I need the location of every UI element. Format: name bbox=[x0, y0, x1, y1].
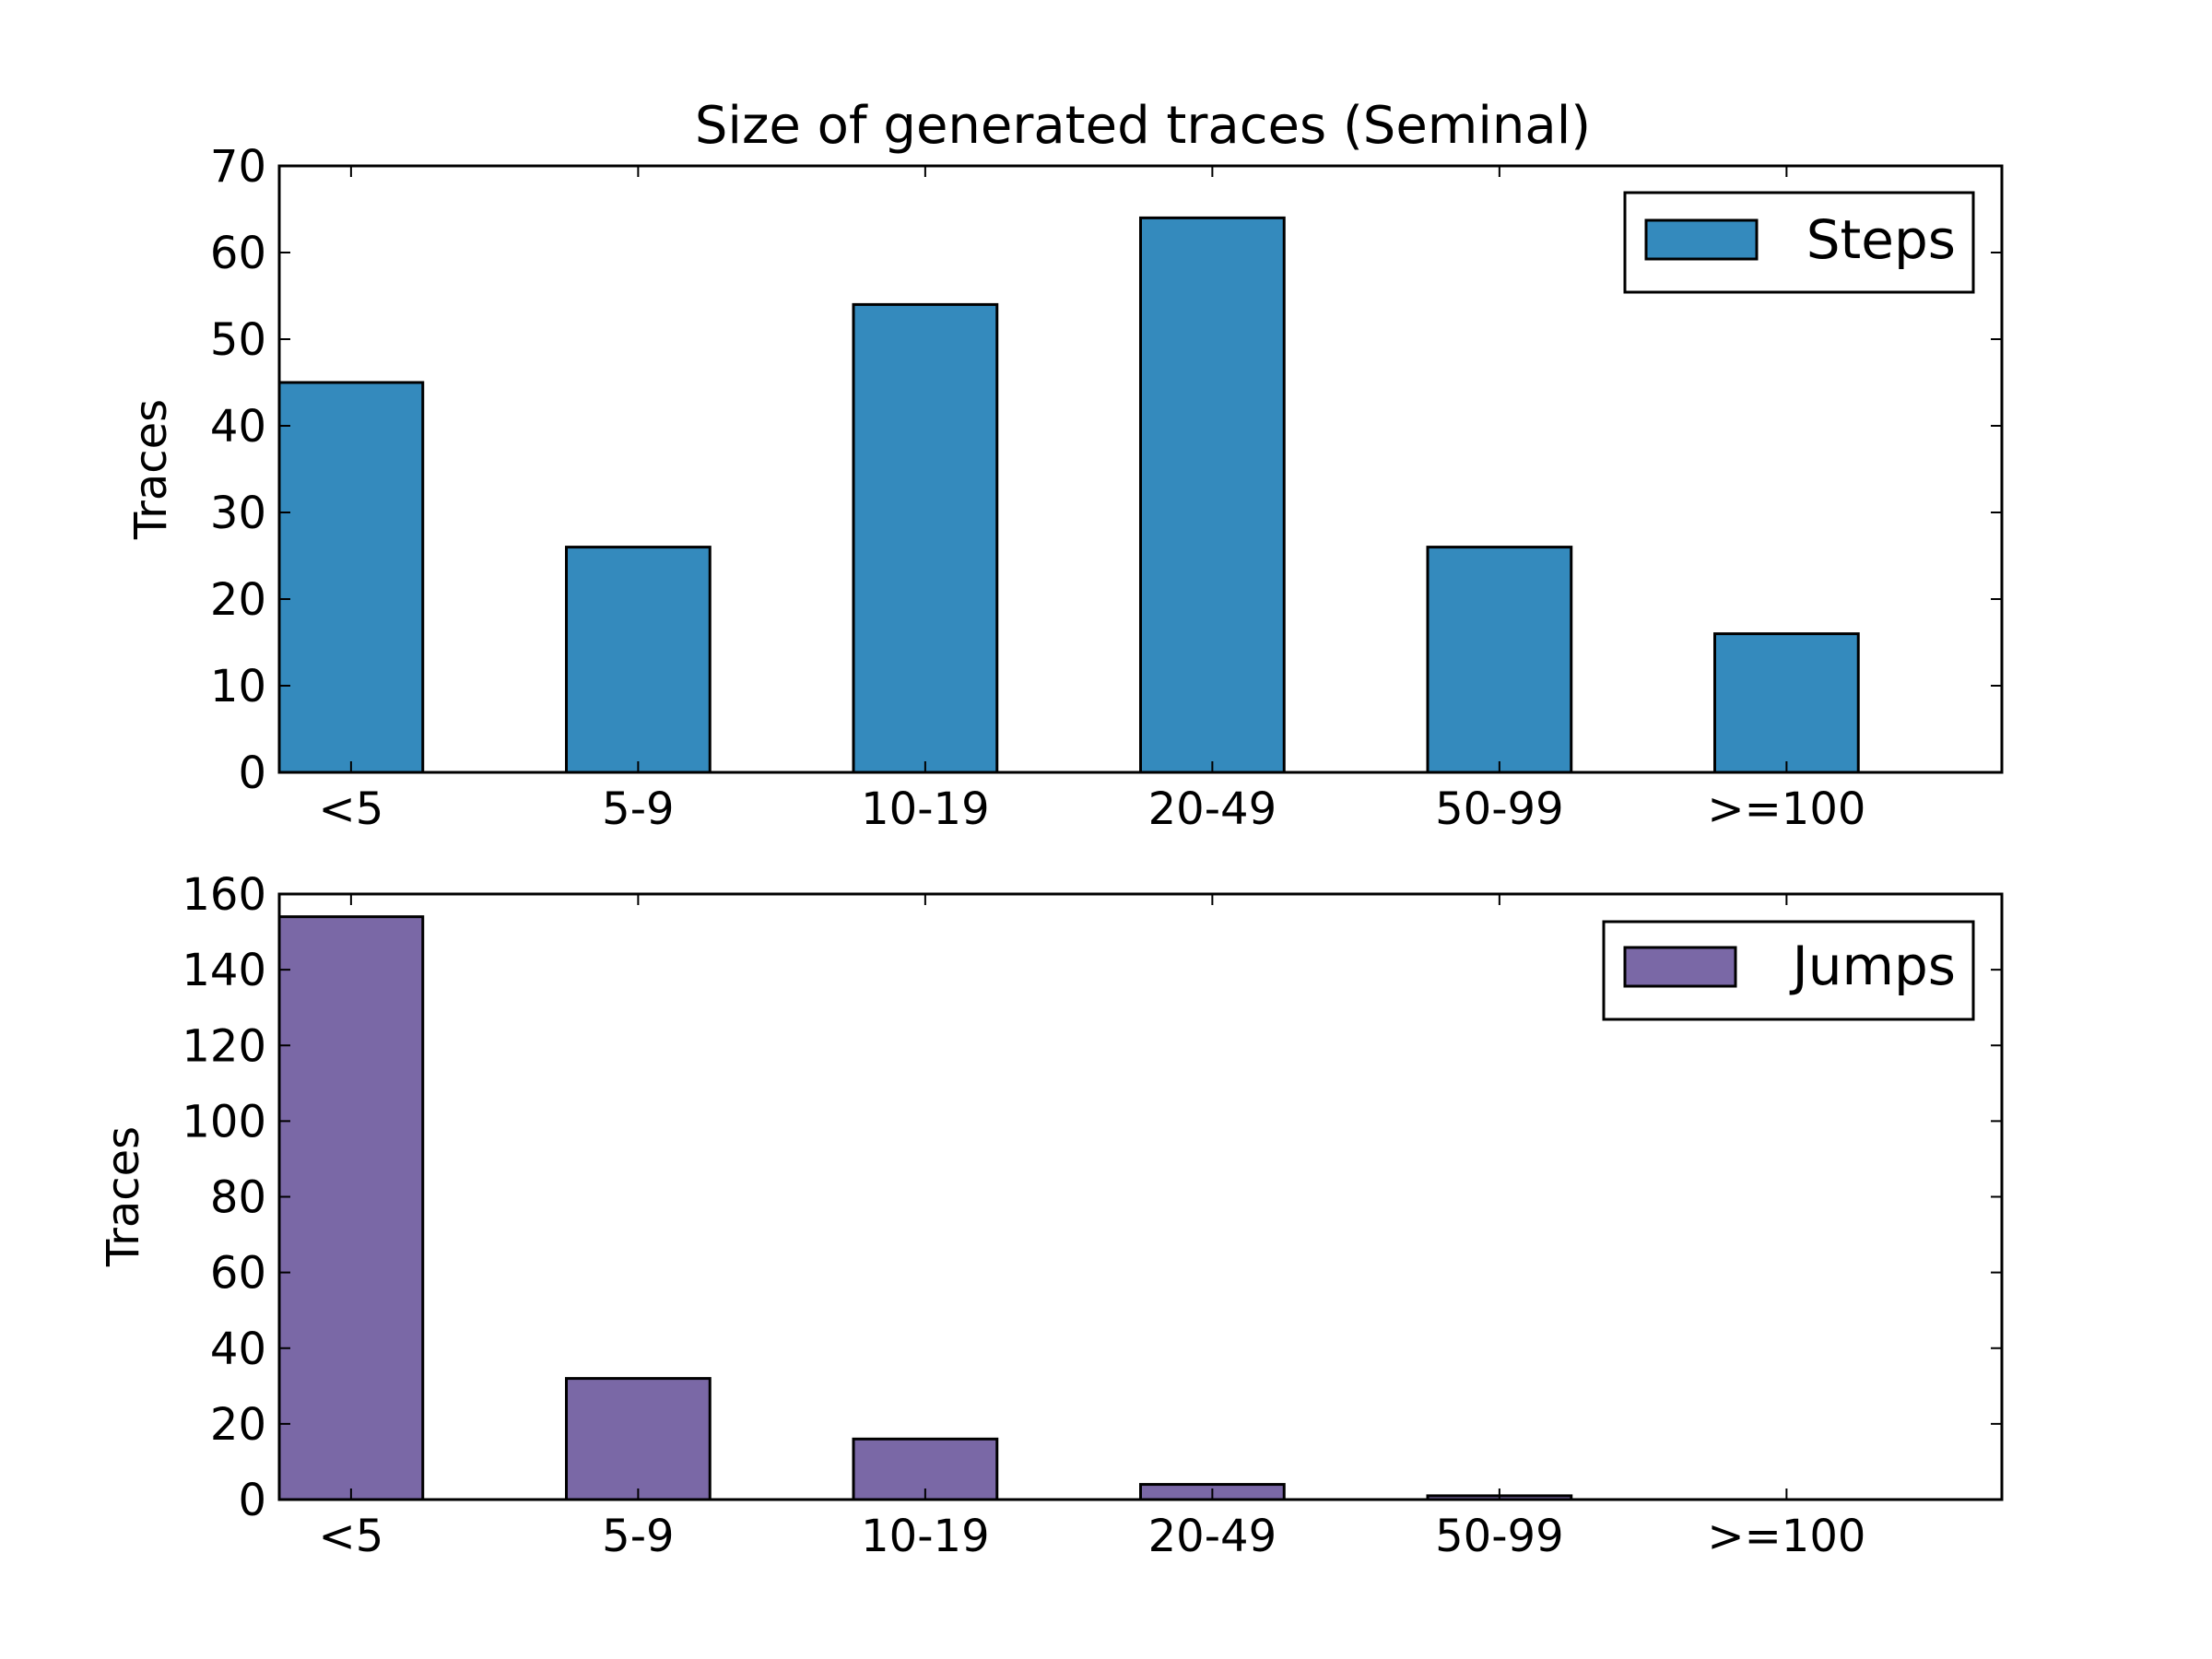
jumps-legend-label: Jumps bbox=[1790, 935, 1956, 997]
x-tick-label: 50-99 bbox=[1435, 1511, 1563, 1562]
jumps-bar bbox=[277, 915, 425, 1501]
jumps-bars bbox=[277, 915, 1573, 1501]
y-tick-label: 60 bbox=[210, 228, 266, 279]
jumps-x-ticks: <5 5-9 10-19 20-49 50-99 >=100 bbox=[318, 894, 1865, 1562]
y-tick-label: 10 bbox=[210, 661, 266, 712]
y-tick-label: 70 bbox=[210, 141, 266, 193]
y-tick-label: 20 bbox=[210, 574, 266, 626]
x-tick-label: 5-9 bbox=[602, 783, 674, 835]
steps-bar bbox=[277, 381, 425, 774]
steps-legend: Steps bbox=[1623, 191, 1975, 294]
jumps-y-ticks: 0 20 40 60 80 100 120 140 160 bbox=[182, 869, 2002, 1526]
steps-bar bbox=[1426, 546, 1573, 774]
jumps-y-axis-label: Traces bbox=[98, 1126, 149, 1267]
y-tick-label: 20 bbox=[210, 1399, 266, 1451]
x-tick-label: 10-19 bbox=[861, 783, 989, 835]
x-tick-label: 50-99 bbox=[1435, 783, 1563, 835]
y-tick-label: 140 bbox=[182, 945, 266, 996]
y-tick-label: 40 bbox=[210, 1324, 266, 1375]
steps-x-ticks: <5 5-9 10-19 20-49 50-99 >=100 bbox=[318, 166, 1865, 835]
jumps-bar bbox=[565, 1377, 712, 1501]
steps-y-ticks: 0 10 20 30 40 50 60 70 bbox=[210, 141, 2002, 799]
x-tick-label: 20-49 bbox=[1148, 1511, 1277, 1562]
y-tick-label: 0 bbox=[238, 1475, 266, 1526]
jumps-chart-panel: 0 20 40 60 80 100 120 140 160 <5 5-9 10-19 20-49 50-… bbox=[98, 869, 2004, 1562]
jumps-legend: Jumps bbox=[1602, 920, 1975, 1021]
steps-chart-panel: 0 10 20 30 40 50 60 70 <5 5-9 10-19 20-49 50-99 >=10… bbox=[125, 141, 2004, 835]
y-tick-label: 50 bbox=[210, 314, 266, 366]
steps-y-axis-label: Traces bbox=[125, 399, 177, 540]
y-tick-label: 40 bbox=[210, 401, 266, 453]
jumps-plot-frame bbox=[277, 892, 2004, 1501]
x-tick-label: >=100 bbox=[1707, 1511, 1865, 1562]
y-tick-label: 120 bbox=[182, 1020, 266, 1072]
steps-bar bbox=[565, 546, 712, 774]
y-tick-label: 0 bbox=[238, 747, 266, 799]
steps-legend-swatch bbox=[1644, 218, 1759, 261]
y-tick-label: 60 bbox=[210, 1248, 266, 1300]
y-tick-label: 80 bbox=[210, 1172, 266, 1224]
x-tick-label: >=100 bbox=[1707, 783, 1865, 835]
steps-bars bbox=[277, 216, 1860, 774]
y-tick-label: 100 bbox=[182, 1096, 266, 1147]
x-tick-label: <5 bbox=[318, 1511, 383, 1562]
steps-bar bbox=[852, 302, 999, 774]
x-tick-label: 20-49 bbox=[1148, 783, 1277, 835]
steps-bar bbox=[1139, 216, 1286, 774]
steps-bar bbox=[1713, 632, 1860, 774]
chart-title: Size of generated traces (Seminal) bbox=[695, 96, 1591, 156]
steps-plot-frame bbox=[277, 164, 2004, 774]
x-tick-label: <5 bbox=[318, 783, 383, 835]
steps-legend-label: Steps bbox=[1806, 208, 1956, 271]
jumps-legend-swatch bbox=[1623, 946, 1737, 988]
x-tick-label: 5-9 bbox=[602, 1511, 674, 1562]
y-tick-label: 160 bbox=[182, 869, 266, 921]
y-tick-label: 30 bbox=[210, 488, 266, 539]
x-tick-label: 10-19 bbox=[861, 1511, 989, 1562]
